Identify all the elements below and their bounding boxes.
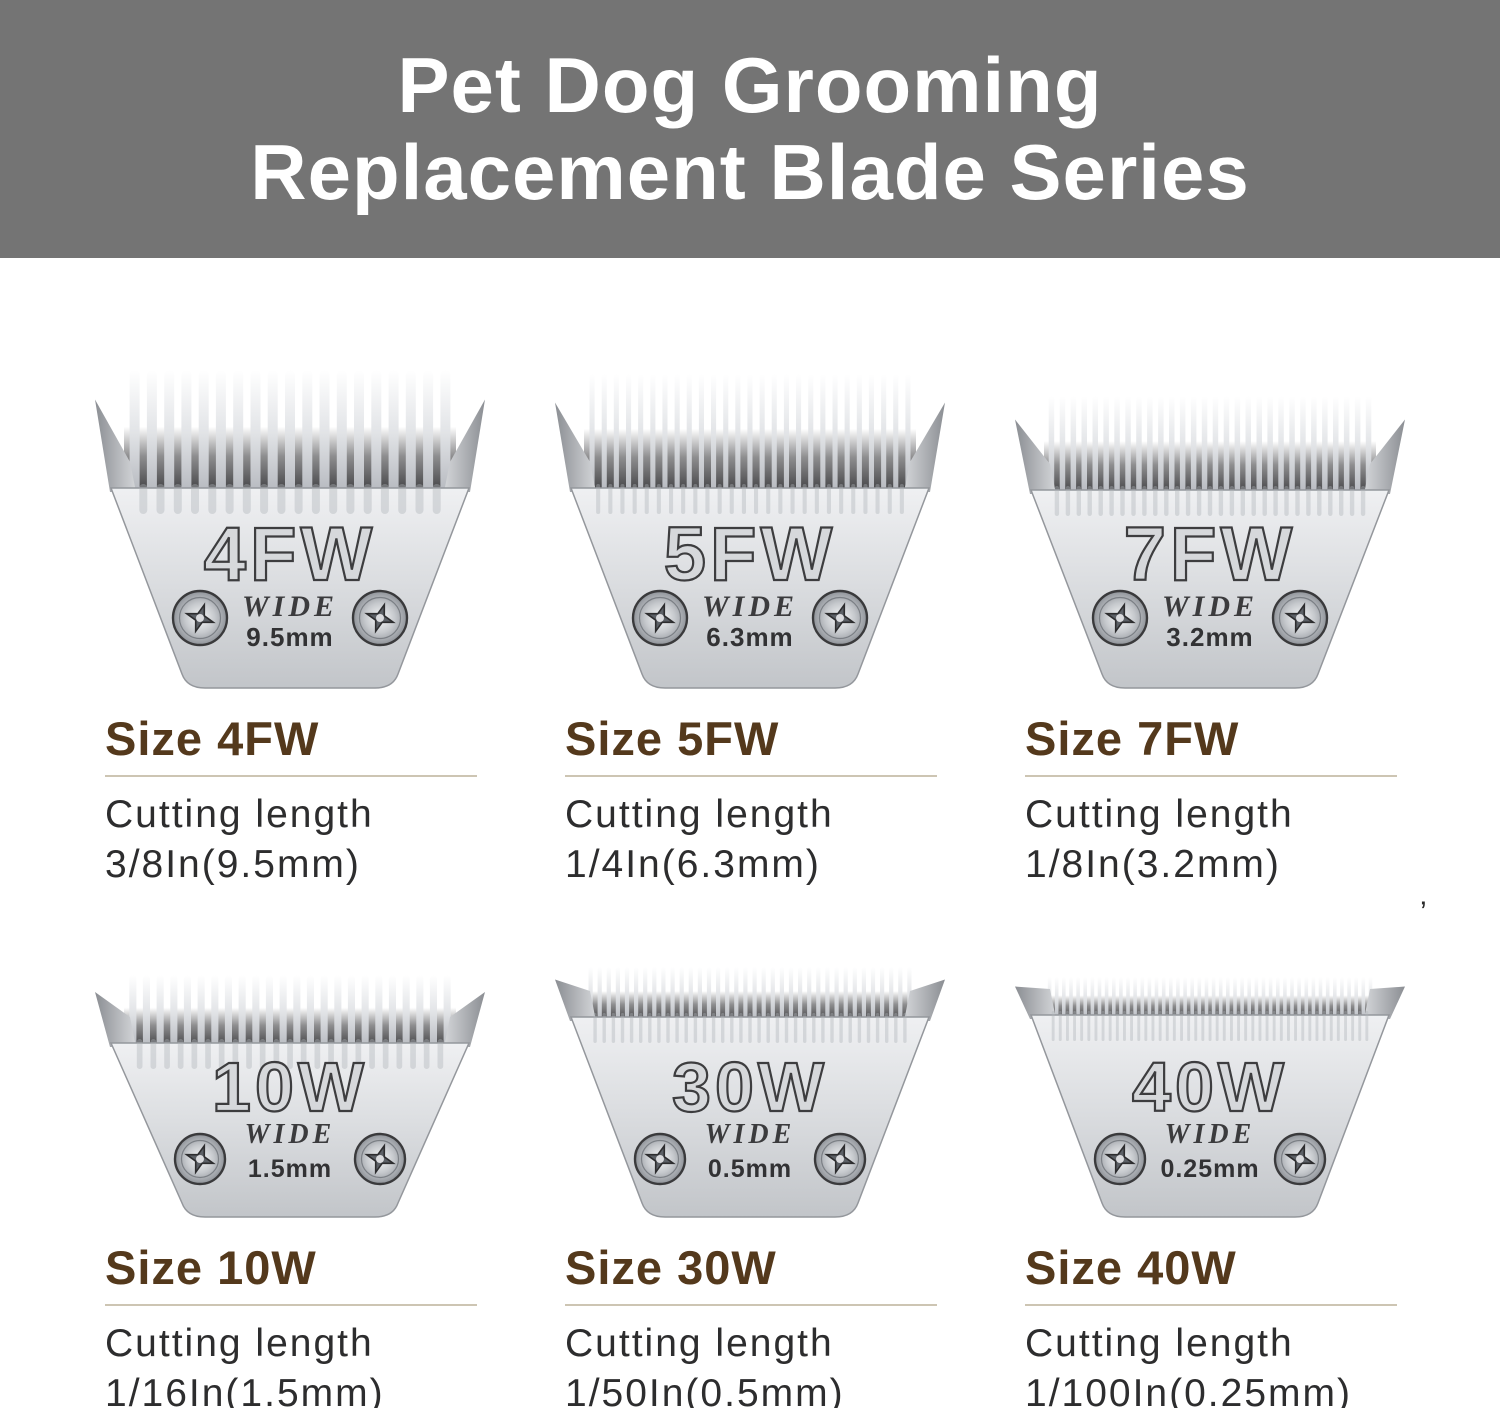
blade-image-10w: 10W WIDE 1.5mm: [80, 959, 500, 1224]
blade-caption-10w: Size 10W Cutting length 1/16In(1.5mm): [75, 1240, 505, 1408]
cutting-length-label: Cutting length: [565, 793, 834, 836]
caption-divider: [105, 775, 477, 777]
svg-text:30W: 30W: [672, 1048, 828, 1126]
blade-card-5fw: 5FW WIDE 6.3mm Size 5FW Cutting length 1…: [535, 360, 965, 890]
caption-divider: [565, 1303, 937, 1306]
cutting-length: Cutting length 1/4In(6.3mm): [565, 790, 965, 890]
svg-text:0.25mm: 0.25mm: [1160, 1155, 1259, 1183]
cutting-length: Cutting length 1/8In(3.2mm): [1025, 790, 1425, 890]
svg-text:WIDE: WIDE: [702, 590, 798, 623]
size-title: Size 40W: [1025, 1240, 1237, 1294]
svg-text:3.2mm: 3.2mm: [1166, 622, 1253, 652]
cutting-length-value: 1/50In(0.5mm): [565, 1371, 845, 1408]
blade-row-1: 4FW WIDE 9.5mm Size 4FW Cutting length 3…: [75, 360, 1425, 890]
caption-divider: [565, 775, 937, 777]
svg-text:1.5mm: 1.5mm: [248, 1155, 332, 1183]
svg-text:0.5mm: 0.5mm: [708, 1155, 792, 1183]
svg-text:9.5mm: 9.5mm: [246, 622, 333, 652]
cutting-length-label: Cutting length: [1025, 1321, 1294, 1365]
cutting-length: Cutting length 1/100In(0.25mm): [1025, 1319, 1425, 1408]
blade-card-40w: 40W WIDE 0.25mm Size 40W Cutting length …: [995, 959, 1425, 1408]
blade-caption-40w: Size 40W Cutting length 1/100In(0.25mm): [995, 1240, 1425, 1408]
svg-text:4FW: 4FW: [204, 512, 376, 597]
blade-image-7fw: 7FW WIDE 3.2mm: [1000, 360, 1420, 695]
svg-text:WIDE: WIDE: [1162, 590, 1258, 623]
blade-caption-30w: Size 30W Cutting length 1/50In(0.5mm): [535, 1240, 965, 1408]
cutting-length-label: Cutting length: [105, 793, 374, 836]
svg-text:WIDE: WIDE: [242, 590, 338, 623]
blade-card-7fw: 7FW WIDE 3.2mm Size 7FW Cutting length 1…: [995, 360, 1425, 890]
stray-apostrophe-mark: ’: [1420, 896, 1427, 929]
cutting-length-label: Cutting length: [1025, 793, 1294, 836]
cutting-length-value: 1/8In(3.2mm): [1025, 842, 1281, 886]
blade-image-40w: 40W WIDE 0.25mm: [1000, 959, 1420, 1224]
cutting-length-label: Cutting length: [565, 1321, 834, 1365]
svg-text:40W: 40W: [1132, 1048, 1288, 1126]
cutting-length-value: 1/16In(1.5mm): [105, 1371, 385, 1408]
cutting-length-value: 1/4In(6.3mm): [565, 842, 821, 886]
size-title: Size 30W: [565, 1240, 777, 1294]
cutting-length: Cutting length 1/50In(0.5mm): [565, 1319, 965, 1408]
caption-divider: [105, 1303, 477, 1306]
svg-text:WIDE: WIDE: [705, 1119, 796, 1150]
svg-text:6.3mm: 6.3mm: [706, 622, 793, 652]
banner-title-line1: Pet Dog Grooming: [397, 40, 1103, 129]
blade-card-10w: 10W WIDE 1.5mm Size 10W Cutting length 1…: [75, 959, 505, 1408]
size-title: Size 4FW: [105, 712, 320, 765]
blade-image-5fw: 5FW WIDE 6.3mm: [540, 360, 960, 695]
caption-divider: [1025, 1303, 1397, 1306]
screw-icon: [633, 1132, 687, 1186]
blade-grid: 4FW WIDE 9.5mm Size 4FW Cutting length 3…: [75, 360, 1425, 1408]
screw-icon: [1273, 1132, 1327, 1186]
screw-icon: [813, 1132, 867, 1186]
cutting-length: Cutting length 1/16In(1.5mm): [105, 1319, 505, 1408]
blade-card-30w: 30W WIDE 0.5mm Size 30W Cutting length 1…: [535, 959, 965, 1408]
caption-divider: [1025, 775, 1397, 777]
blade-caption-4fw: Size 4FW Cutting length 3/8In(9.5mm): [75, 711, 505, 890]
screw-icon: [631, 589, 689, 647]
cutting-length-value: 1/100In(0.25mm): [1025, 1371, 1352, 1408]
screw-icon: [1271, 589, 1329, 647]
screw-icon: [173, 1132, 227, 1186]
blade-row-2: 10W WIDE 1.5mm Size 10W Cutting length 1…: [75, 959, 1425, 1408]
screw-icon: [1093, 1132, 1147, 1186]
banner-title-line2: Replacement Blade Series: [250, 128, 1250, 216]
blade-image-4fw: 4FW WIDE 9.5mm: [80, 360, 500, 695]
screw-icon: [811, 589, 869, 647]
svg-text:WIDE: WIDE: [245, 1119, 336, 1150]
svg-text:WIDE: WIDE: [1165, 1119, 1256, 1150]
blade-image-30w: 30W WIDE 0.5mm: [540, 959, 960, 1224]
blade-card-4fw: 4FW WIDE 9.5mm Size 4FW Cutting length 3…: [75, 360, 505, 890]
cutting-length-label: Cutting length: [105, 1321, 374, 1365]
size-title: Size 10W: [105, 1240, 317, 1294]
svg-text:10W: 10W: [212, 1048, 368, 1126]
size-title: Size 5FW: [565, 712, 780, 765]
svg-text:7FW: 7FW: [1124, 512, 1296, 597]
screw-icon: [353, 1132, 407, 1186]
size-title: Size 7FW: [1025, 712, 1240, 765]
screw-icon: [1091, 589, 1149, 647]
cutting-length-value: 3/8In(9.5mm): [105, 842, 361, 886]
blade-caption-5fw: Size 5FW Cutting length 1/4In(6.3mm): [535, 711, 965, 890]
header-banner: Pet Dog Grooming Replacement Blade Serie…: [0, 0, 1500, 258]
screw-icon: [351, 589, 409, 647]
cutting-length: Cutting length 3/8In(9.5mm): [105, 790, 505, 890]
blade-caption-7fw: Size 7FW Cutting length 1/8In(3.2mm): [995, 711, 1425, 890]
svg-text:5FW: 5FW: [664, 512, 836, 597]
screw-icon: [171, 589, 229, 647]
